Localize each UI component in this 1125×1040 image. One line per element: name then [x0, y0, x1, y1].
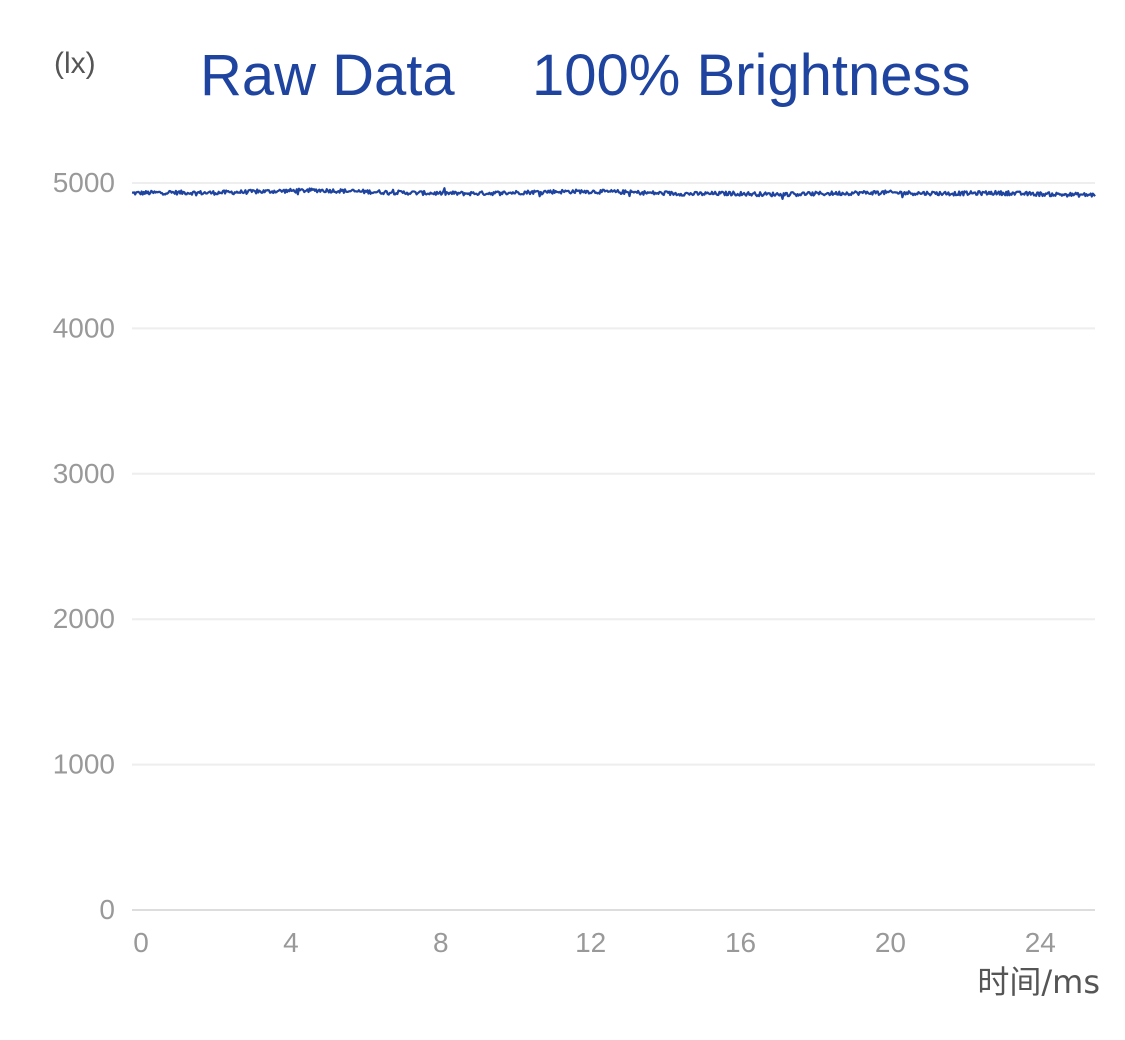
chart-title: Raw Data [200, 43, 455, 108]
y-tick-label: 3000 [53, 458, 115, 489]
x-tick-label: 4 [283, 927, 299, 958]
x-axis-ticks: 0 4 8 12 16 20 24 [133, 927, 1056, 958]
x-tick-label: 20 [875, 927, 906, 958]
y-tick-label: 0 [99, 894, 115, 925]
x-tick-label: 16 [725, 927, 756, 958]
series-group [131, 187, 1096, 200]
y-tick-label: 5000 [53, 167, 115, 198]
y-tick-label: 1000 [53, 749, 115, 780]
x-tick-label: 0 [133, 927, 149, 958]
series-line-0 [131, 187, 1096, 200]
x-tick-label: 12 [575, 927, 606, 958]
y-axis-unit-label: (lx) [54, 47, 96, 80]
gridlines [132, 182, 1095, 911]
x-axis-label: 时间/ms [977, 963, 1100, 1001]
y-axis-ticks: 0 1000 2000 3000 4000 5000 [53, 167, 115, 925]
chart-subtitle: 100% Brightness [532, 43, 970, 108]
y-tick-label: 4000 [53, 312, 115, 343]
y-tick-label: 2000 [53, 603, 115, 634]
x-tick-label: 8 [433, 927, 449, 958]
x-tick-label: 24 [1025, 927, 1056, 958]
